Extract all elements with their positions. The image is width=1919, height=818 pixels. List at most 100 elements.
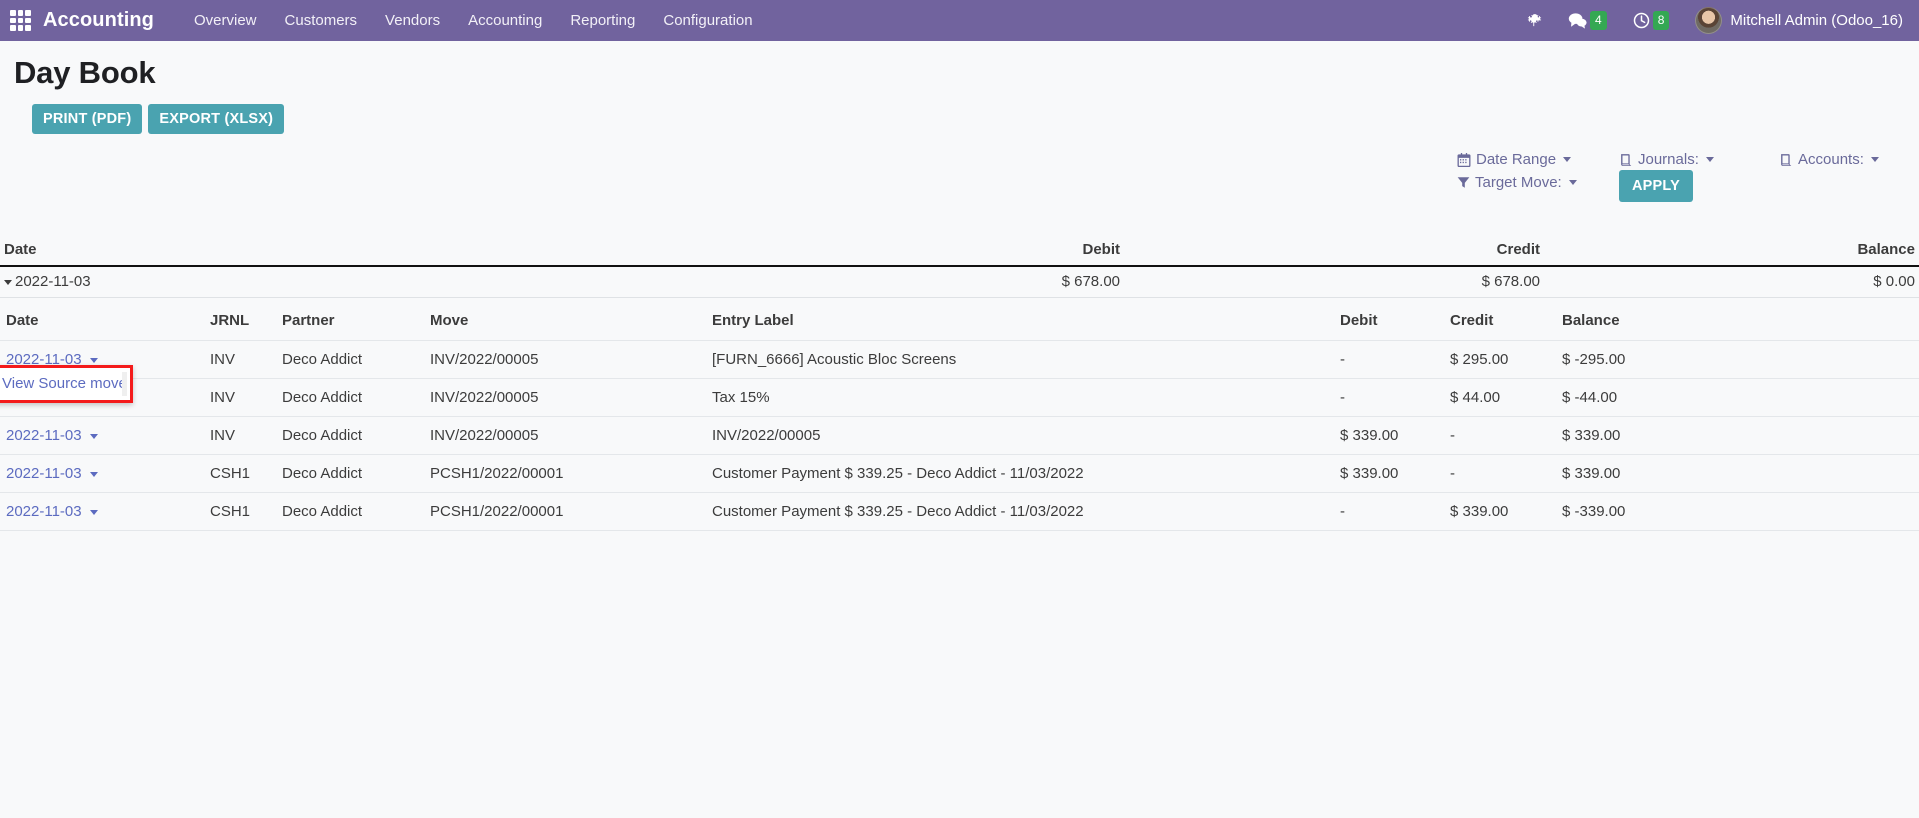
row-balance-cell: $ 339.00 [1562,416,1919,455]
row-credit-cell: - [1450,416,1562,455]
chevron-down-icon[interactable] [89,357,98,363]
chevron-down-icon[interactable] [89,509,98,515]
summary-header-row: Date Debit Credit Balance [0,241,1919,266]
summary-table-body: 2022-11-03 $ 678.00 $ 678.00 $ 0.00 [0,265,1919,298]
row-debit-cell: - [1340,378,1450,417]
report-page: Day Book PRINT (PDF) EXPORT (XLSX) Date … [0,41,1919,818]
messages-count-badge: 4 [1590,11,1607,30]
group-balance-cell: $ 0.00 [1540,265,1919,298]
row-partner-cell: Deco Addict [282,340,430,379]
apps-grid-icon[interactable] [10,10,31,31]
table-row[interactable]: 2022-11-03 INV Deco Addict INV/2022/0000… [0,340,1919,379]
detail-col-debit: Debit [1340,298,1450,341]
row-jrnl-cell: INV [210,416,282,455]
filter-date-range[interactable]: Date Range [1457,151,1619,168]
summary-table-head: Date Debit Credit Balance [0,241,1919,266]
row-date-cell-with-open-dropdown[interactable]: View Source move [0,365,210,417]
view-source-move-menu-item[interactable]: View Source move [0,368,130,400]
detail-col-credit: Credit [1450,298,1562,341]
row-date-cell[interactable]: 2022-11-03 [0,340,210,379]
row-move-cell: INV/2022/00005 [430,340,712,379]
chevron-down-icon [1705,157,1714,162]
menu-item-reporting[interactable]: Reporting [570,12,636,29]
summary-col-credit: Credit [1120,241,1540,266]
source-move-dropdown-menu[interactable]: View Source move [0,365,133,403]
row-date-link[interactable]: 2022-11-03 [6,465,82,482]
activities-icon-group[interactable]: 8 [1620,11,1683,30]
row-jrnl-cell: CSH1 [210,454,282,493]
row-move-cell: PCSH1/2022/00001 [430,492,712,531]
detail-col-balance: Balance [1562,298,1919,341]
table-row[interactable]: 2022-11-03 CSH1 Deco Addict PCSH1/2022/0… [0,454,1919,493]
row-debit-cell: - [1340,340,1450,379]
row-date-cell[interactable]: 2022-11-03 [0,416,210,455]
user-name-label: Mitchell Admin (Odoo_16) [1730,12,1903,29]
row-credit-cell: - [1450,454,1562,493]
table-row[interactable]: View Source move INV Deco Addict INV/202… [0,365,1919,417]
filter-target-move-label: Target Move: [1475,174,1562,191]
summary-col-debit: Debit [780,241,1120,266]
row-credit-cell: $ 339.00 [1450,492,1562,531]
table-row[interactable]: 2022-11-03 CSH1 Deco Addict PCSH1/2022/0… [0,492,1919,531]
menu-item-overview[interactable]: Overview [194,12,257,29]
calendar-icon [1457,152,1471,167]
detail-table: Date JRNL Partner Move Entry Label Debit… [0,298,1919,531]
row-date-link[interactable]: 2022-11-03 [6,351,82,368]
table-row[interactable]: 2022-11-03 INV Deco Addict INV/2022/0000… [0,416,1919,455]
export-xlsx-button[interactable]: EXPORT (XLSX) [148,104,285,134]
row-date-link[interactable]: 2022-11-03 [6,503,82,520]
print-pdf-button[interactable]: PRINT (PDF) [32,104,143,134]
row-move-cell: INV/2022/00005 [430,416,712,455]
filter-target-move[interactable]: Target Move: [1457,174,1619,191]
row-balance-cell: $ -339.00 [1562,492,1919,531]
row-partner-cell: Deco Addict [282,492,430,531]
chevron-down-icon [1870,157,1879,162]
activities-count-badge: 8 [1652,11,1670,30]
row-entry-label-cell: Customer Payment $ 339.25 - Deco Addict … [712,454,1340,493]
book-icon [1779,153,1793,167]
filter-accounts[interactable]: Accounts: [1779,151,1879,168]
row-credit-cell: $ 295.00 [1450,340,1562,379]
bug-icon[interactable] [1514,13,1555,28]
page-title: Day Book [14,55,156,90]
row-partner-cell: Deco Addict [282,454,430,493]
row-jrnl-cell: INV [210,340,282,379]
chevron-down-icon[interactable] [89,471,98,477]
row-date-cell[interactable]: 2022-11-03 [0,492,210,531]
detail-col-entry-label: Entry Label [712,298,1340,341]
row-credit-cell: $ 44.00 [1450,378,1562,417]
detail-col-jrnl: JRNL [210,298,282,341]
user-menu[interactable]: Mitchell Admin (Odoo_16) [1682,7,1905,34]
app-brand-title[interactable]: Accounting [43,9,154,31]
menu-item-accounting[interactable]: Accounting [468,12,543,29]
messages-icon-group[interactable]: 4 [1555,11,1620,30]
menu-item-customers[interactable]: Customers [284,12,358,29]
apply-button[interactable]: APPLY [1619,170,1694,202]
filter-row-2: Target Move: APPLY [1457,170,1897,202]
detail-header-row: Date JRNL Partner Move Entry Label Debit… [0,298,1919,341]
detail-col-date: Date [0,298,210,341]
chevron-down-icon[interactable] [89,433,98,439]
row-date-link[interactable]: 2022-11-03 [6,427,82,444]
row-balance-cell: $ -44.00 [1562,378,1919,417]
group-credit-cell: $ 678.00 [1120,265,1540,298]
row-debit-cell: - [1340,492,1450,531]
filter-bar: Date Range Journals: Accounts: [1457,151,1897,202]
menu-item-configuration[interactable]: Configuration [663,12,753,29]
group-row[interactable]: 2022-11-03 $ 678.00 $ 678.00 $ 0.00 [0,265,1919,298]
dropdown-scrollbar[interactable] [122,372,127,396]
row-move-cell: PCSH1/2022/00001 [430,454,712,493]
group-date-cell[interactable]: 2022-11-03 [0,265,780,298]
row-entry-label-cell: INV/2022/00005 [712,416,1340,455]
row-partner-cell: Deco Addict [282,378,430,417]
menu-item-vendors[interactable]: Vendors [385,12,441,29]
detail-table-body: 2022-11-03 INV Deco Addict INV/2022/0000… [0,340,1919,531]
row-move-cell: INV/2022/00005 [430,378,712,417]
row-balance-cell: $ -295.00 [1562,340,1919,379]
book-icon [1619,153,1633,167]
collapse-triangle-icon[interactable] [4,279,12,285]
detail-table-head: Date JRNL Partner Move Entry Label Debit… [0,298,1919,341]
filter-journals[interactable]: Journals: [1619,151,1779,168]
summary-col-date: Date [0,241,780,266]
row-date-cell[interactable]: 2022-11-03 [0,454,210,493]
